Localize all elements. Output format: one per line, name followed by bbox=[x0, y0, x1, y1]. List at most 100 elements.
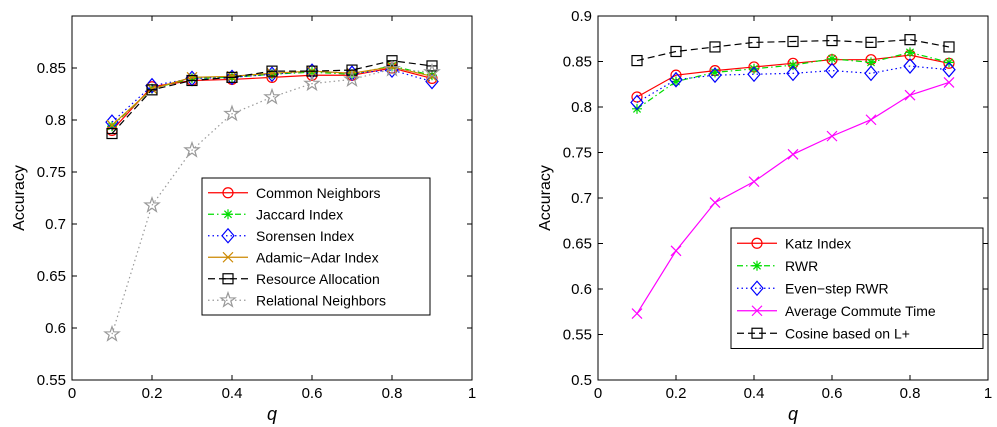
chart-1-series-6-point bbox=[423, 62, 441, 80]
chart-2-ytick-label: 0.7 bbox=[571, 190, 592, 207]
chart-2-series-2-point bbox=[866, 57, 876, 68]
chart-2-y-axis-title: Accuracy bbox=[537, 165, 554, 231]
chart-2-legend-label: Cosine based on L+ bbox=[785, 325, 910, 341]
chart-2-series-5 bbox=[631, 34, 955, 67]
chart-2-legend-entry: Average Commute Time bbox=[737, 303, 936, 319]
chart-2-series-2-point bbox=[710, 67, 720, 78]
chart-2-series-5-point-box bbox=[865, 36, 877, 48]
chart-1-series-2-point bbox=[307, 67, 317, 78]
chart-1-series-5-point bbox=[226, 71, 238, 83]
chart-1-legend-entry: Sorensen Index bbox=[208, 228, 354, 244]
chart-1-ytick-label: 0.55 bbox=[37, 372, 66, 389]
chart-2-series-4-point bbox=[943, 77, 955, 88]
chart-2-series-3-point bbox=[630, 94, 644, 111]
chart-1-series-6-point bbox=[303, 74, 321, 92]
chart-1-legend-entry: Resource Allocation bbox=[208, 271, 380, 287]
chart-1-ytick-label: 0.6 bbox=[45, 320, 66, 337]
chart-2-ytick-label: 0.6 bbox=[571, 281, 592, 298]
chart-1-xtick-label: 0.2 bbox=[142, 385, 163, 402]
chart-1-series-6-point bbox=[103, 324, 121, 342]
chart-2-series-3-point bbox=[864, 65, 878, 82]
chart-2-series-4-point bbox=[748, 176, 760, 188]
chart-2-xtick-label: 1 bbox=[984, 385, 992, 402]
chart-2-xtick-label: 0.4 bbox=[744, 385, 765, 402]
chart-1-series-5-point bbox=[146, 84, 158, 96]
chart-2-series-2-point bbox=[749, 63, 759, 74]
chart-1-series-5-point bbox=[186, 74, 198, 87]
chart-1-series-3-point bbox=[145, 77, 159, 94]
chart-1-series-6-point bbox=[343, 70, 361, 87]
chart-2-series-5-point bbox=[631, 54, 643, 67]
chart-1-series-6-point bbox=[383, 59, 401, 77]
chart-2-ytick-label: 0.75 bbox=[563, 145, 592, 162]
chart-2-series-5-point bbox=[748, 36, 760, 48]
chart-2-ytick-label: 0.5 bbox=[571, 372, 592, 389]
chart-1-legend-label: Jaccard Index bbox=[256, 206, 343, 222]
chart-1-series-6-point bbox=[183, 140, 201, 158]
chart-2-series-3 bbox=[630, 58, 956, 111]
chart-2-legend-label: Katz Index bbox=[785, 235, 851, 251]
chart-2-series-5-point bbox=[787, 35, 799, 48]
chart-2-series-4-point bbox=[904, 89, 916, 101]
chart-2-ytick-label: 0.55 bbox=[563, 327, 592, 344]
chart-2-xtick-label: 0 bbox=[594, 385, 602, 402]
chart-1-ytick-label: 0.8 bbox=[45, 112, 66, 129]
chart-2-series-3-point bbox=[669, 71, 683, 88]
chart-2-series-5-point bbox=[904, 34, 916, 46]
chart-1-series-3-point bbox=[305, 63, 319, 80]
chart-1-legend-marker bbox=[221, 227, 235, 244]
chart-1-series-2-point bbox=[347, 69, 357, 80]
chart-2-series-2-point bbox=[827, 53, 837, 64]
chart-2: 0 0.2 0.4 0.6 0.8 1 0.5 0.55 0.6 0.65 0.7 0.75 0.8 0.… bbox=[537, 8, 992, 424]
chart-1-series-6 bbox=[103, 59, 441, 342]
chart-1: 0 0.2 0.4 0.6 0.8 1 0.55 0.6 0.65 0.7 0.75 0.8 0.85 q… bbox=[11, 15, 476, 424]
chart-1-series-6-point bbox=[143, 195, 161, 213]
chart-2-series-5-line bbox=[636, 39, 950, 62]
chart-2-series-5-point-box bbox=[943, 41, 955, 53]
chart-2-series-4-point bbox=[865, 114, 877, 126]
chart-1-series-6-point bbox=[263, 87, 281, 105]
chart-1-series-6-line bbox=[111, 68, 433, 335]
chart-1-legend-marker bbox=[222, 187, 234, 199]
chart-1-series-5-point bbox=[346, 64, 358, 76]
chart-1-xtick-label: 0 bbox=[68, 385, 76, 402]
chart-1-ytick-label: 0.75 bbox=[37, 164, 66, 181]
chart-1-ytick-label: 0.7 bbox=[45, 216, 66, 233]
chart-1-legend-entry: Adamic−Adar Index bbox=[208, 249, 379, 265]
chart-2-ytick-label: 0.9 bbox=[571, 8, 592, 25]
chart-1-legend-label: Sorensen Index bbox=[256, 228, 354, 244]
chart-2-ytick-label: 0.85 bbox=[563, 54, 592, 71]
chart-2-legend-label: Even−step RWR bbox=[785, 280, 889, 296]
chart-1-series-3-line bbox=[111, 69, 433, 123]
chart-1-y-axis-title: Accuracy bbox=[11, 165, 28, 231]
chart-1-legend-marker bbox=[222, 273, 234, 285]
chart-2-xtick-label: 0.8 bbox=[900, 385, 921, 402]
chart-2-series-4-point bbox=[709, 197, 721, 208]
chart-1-xtick-label: 0.8 bbox=[382, 385, 403, 402]
chart-1-legend-marker bbox=[223, 209, 233, 220]
chart-2-legend-marker bbox=[751, 305, 763, 317]
chart-1-legend-label: Relational Neighbors bbox=[256, 292, 386, 308]
chart-1-legend-box bbox=[201, 177, 431, 316]
chart-1-series-2-point bbox=[267, 69, 277, 80]
chart-1-x-axis-title: q bbox=[267, 404, 277, 424]
chart-2-series-5-point bbox=[826, 34, 838, 47]
chart-2-series-4-point bbox=[826, 130, 838, 142]
chart-1-series-4-point bbox=[226, 70, 238, 82]
chart-1-series-2-point bbox=[107, 121, 117, 132]
chart-2-series-2-point bbox=[905, 47, 915, 58]
chart-1-legend-entry: Common Neighbors bbox=[208, 185, 381, 201]
chart-2-series-4 bbox=[631, 77, 955, 319]
chart-2-legend-marker bbox=[751, 327, 763, 339]
chart-2-series-3-point bbox=[747, 66, 761, 83]
chart-1-legend: Common Neighbors Jaccard Index Sorensen In… bbox=[201, 177, 431, 316]
chart-2-legend-label: Average Commute Time bbox=[785, 303, 936, 319]
chart-2-legend-entry: Katz Index bbox=[737, 235, 851, 251]
chart-2-series-4-point bbox=[670, 245, 682, 257]
chart-2-series-2-point bbox=[671, 76, 681, 87]
chart-2-series-5-point-box bbox=[826, 34, 838, 47]
chart-2-series-5-point-box bbox=[631, 54, 643, 67]
chart-1-series-3-point bbox=[345, 65, 359, 82]
chart-2-series-3-point bbox=[708, 67, 722, 84]
